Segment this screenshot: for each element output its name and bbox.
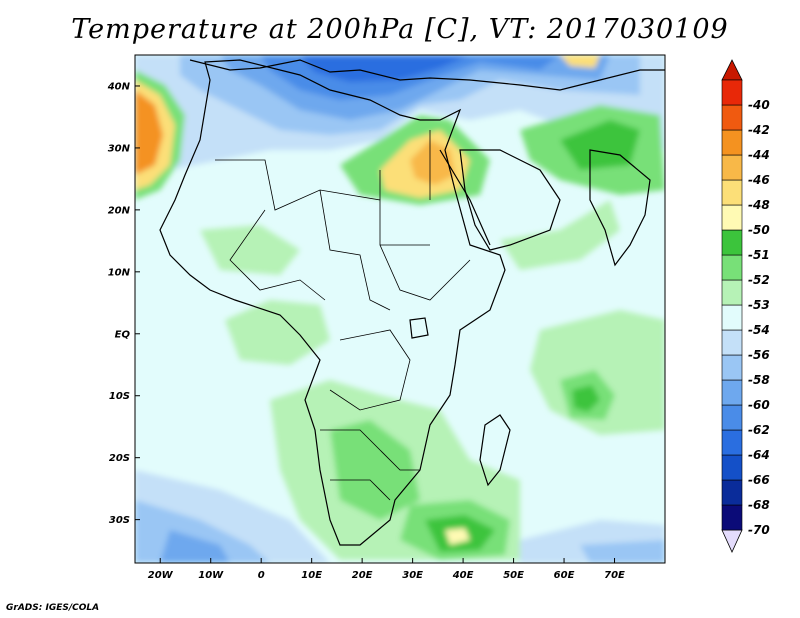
colorbar-label: -52 — [748, 273, 770, 287]
colorbar-swatch — [721, 479, 743, 506]
y-axis: 40N 30N 20N 10N EQ 10S 20S 30S — [107, 81, 140, 526]
colorbar-swatch — [721, 379, 743, 406]
colorbar-bottom-arrow — [721, 529, 743, 553]
y-tick-label: 30S — [109, 515, 130, 526]
colorbar-label: -48 — [748, 198, 770, 212]
colorbar-label: -62 — [748, 423, 770, 437]
colorbar-swatch — [721, 204, 743, 231]
x-axis: 20W 10W 0 10E 20E 30E 40E 50E 60E 70E — [148, 558, 625, 581]
y-tick-label: 30N — [108, 143, 131, 154]
colorbar-swatch — [721, 404, 743, 431]
colorbar-top-arrow — [721, 59, 743, 81]
x-tick-label: 50E — [503, 570, 524, 581]
coastlines — [159, 59, 665, 546]
y-tick-label: 20S — [109, 453, 130, 464]
colorbar-swatch — [721, 179, 743, 206]
colorbar-label: -53 — [748, 298, 770, 312]
colorbar-label: -51 — [748, 248, 770, 262]
colorbar: -70 -68 -66 -64 -62 -60 -58 -56 -54 -53 -52 -51 -50 -… — [721, 59, 770, 553]
colorbar-swatch — [721, 104, 743, 131]
colorbar-swatch — [721, 129, 743, 156]
colorbar-swatch — [721, 354, 743, 381]
colorbar-swatch — [721, 154, 743, 181]
colorbar-label: -50 — [748, 223, 770, 237]
x-tick-label: 20E — [352, 570, 373, 581]
colorbar-label: -68 — [748, 498, 770, 512]
colorbar-label: -42 — [748, 123, 770, 137]
x-tick-label: 10E — [301, 570, 322, 581]
colorbar-swatch — [721, 279, 743, 306]
x-tick-label: 40E — [452, 570, 474, 581]
y-tick-label: 20N — [108, 205, 131, 216]
colorbar-label: -54 — [748, 323, 770, 337]
country-borders — [215, 130, 471, 501]
x-tick-label: 30E — [402, 570, 423, 581]
colorbar-swatch — [721, 254, 743, 281]
colorbar-swatch — [721, 229, 743, 256]
x-tick-label: 10W — [198, 570, 224, 581]
colorbar-label: -58 — [748, 373, 770, 387]
plot-frame — [134, 54, 666, 564]
grads-credit: GrADS: IGES/COLA — [6, 603, 100, 613]
colorbar-label: -60 — [748, 398, 770, 412]
map-title: Temperature at 200hPa [C], VT: 201703010… — [71, 14, 729, 45]
colorbar-label: -64 — [748, 448, 770, 462]
x-tick-label: 20W — [148, 570, 174, 581]
x-tick-label: 0 — [258, 570, 265, 581]
colorbar-swatch — [721, 429, 743, 456]
colorbar-label: -40 — [748, 98, 770, 112]
y-tick-label: EQ — [115, 329, 131, 340]
temperature-field — [135, 55, 665, 563]
colorbar-swatch — [721, 504, 743, 531]
x-tick-label: 70E — [604, 570, 625, 581]
colorbar-label: -44 — [748, 148, 770, 162]
colorbar-label: -70 — [748, 523, 770, 537]
colorbar-swatch — [721, 454, 743, 481]
colorbar-swatch — [721, 304, 743, 331]
colorbar-swatch — [721, 329, 743, 356]
colorbar-swatch — [721, 79, 743, 106]
y-tick-label: 40N — [107, 81, 131, 92]
y-tick-label: 10S — [109, 391, 130, 402]
colorbar-label: -56 — [748, 348, 770, 362]
colorbar-label: -66 — [748, 473, 770, 487]
x-tick-label: 60E — [554, 570, 575, 581]
colorbar-label: -46 — [748, 173, 770, 187]
y-tick-label: 10N — [108, 267, 131, 278]
